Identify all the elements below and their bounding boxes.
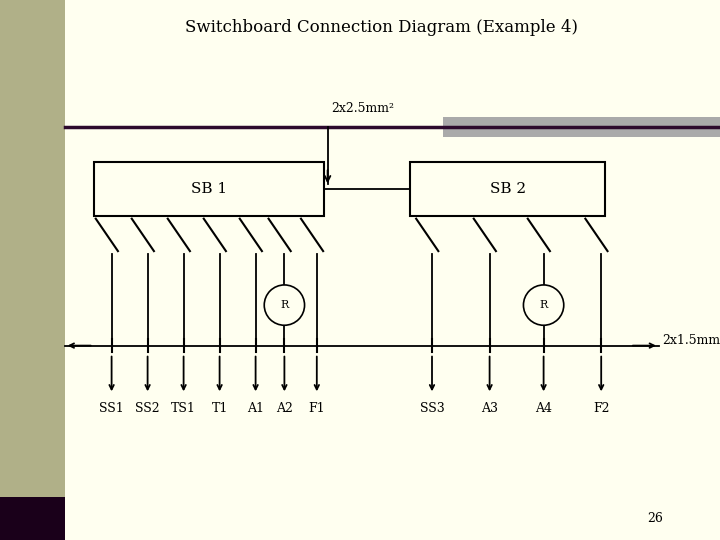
Text: SB 2: SB 2 bbox=[490, 182, 526, 196]
Text: SS3: SS3 bbox=[420, 402, 444, 415]
Bar bbox=[0, 497, 65, 540]
Bar bbox=[410, 162, 605, 216]
Bar bbox=[94, 162, 324, 216]
Bar bbox=[443, 117, 720, 137]
Bar bbox=[0, 0, 65, 540]
Text: TS1: TS1 bbox=[171, 402, 196, 415]
Text: A4: A4 bbox=[535, 402, 552, 415]
Text: A3: A3 bbox=[481, 402, 498, 415]
Text: R: R bbox=[280, 300, 289, 310]
Text: F2: F2 bbox=[593, 402, 609, 415]
Text: 26: 26 bbox=[647, 512, 663, 525]
Text: SB 1: SB 1 bbox=[191, 182, 227, 196]
Text: Switchboard Connection Diagram (Example 4): Switchboard Connection Diagram (Example … bbox=[185, 18, 578, 36]
Text: A2: A2 bbox=[276, 402, 293, 415]
Ellipse shape bbox=[523, 285, 564, 325]
Text: 2x1.5mm²: 2x1.5mm² bbox=[662, 334, 720, 347]
Text: SS1: SS1 bbox=[99, 402, 124, 415]
Text: SS2: SS2 bbox=[135, 402, 160, 415]
Text: F1: F1 bbox=[308, 402, 325, 415]
Text: 2x2.5mm²: 2x2.5mm² bbox=[331, 102, 395, 114]
Text: T1: T1 bbox=[212, 402, 228, 415]
Ellipse shape bbox=[264, 285, 305, 325]
Text: R: R bbox=[539, 300, 548, 310]
Text: A1: A1 bbox=[247, 402, 264, 415]
